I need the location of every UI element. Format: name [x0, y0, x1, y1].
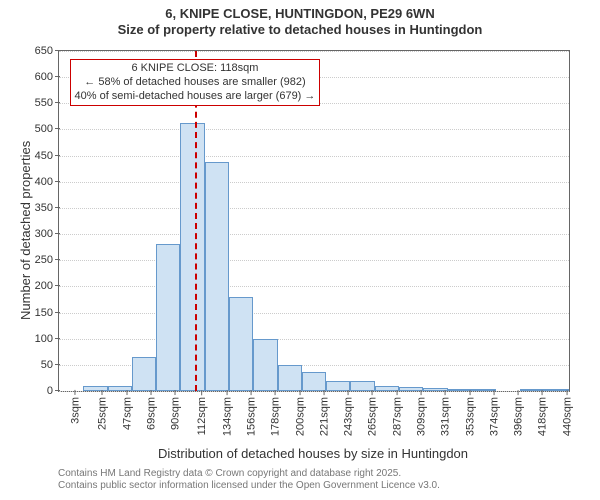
y-tick-label: 650	[35, 45, 59, 57]
y-tick-label: 300	[35, 228, 59, 240]
gridline	[59, 286, 569, 287]
x-tick-label: 309sqm	[416, 391, 428, 436]
gridline	[59, 182, 569, 183]
chart-title: 6, KNIPE CLOSE, HUNTINGDON, PE29 6WN Siz…	[0, 0, 600, 39]
x-tick-label: 3sqm	[69, 391, 81, 424]
x-tick-label: 156sqm	[246, 391, 258, 436]
x-tick-label: 200sqm	[294, 391, 306, 436]
x-tick-label: 440sqm	[561, 391, 573, 436]
annotation-box: 6 KNIPE CLOSE: 118sqm← 58% of detached h…	[70, 59, 321, 106]
y-tick-label: 0	[47, 385, 59, 397]
gridline	[59, 339, 569, 340]
annotation-line1: 6 KNIPE CLOSE: 118sqm	[75, 62, 316, 76]
x-tick-label: 134sqm	[221, 391, 233, 436]
histogram-bar	[205, 162, 229, 391]
x-tick-label: 47sqm	[121, 391, 133, 430]
y-tick-label: 350	[35, 202, 59, 214]
y-tick-label: 50	[41, 359, 59, 371]
x-tick-label: 287sqm	[391, 391, 403, 436]
x-tick-label: 331sqm	[440, 391, 452, 436]
title-line2: Size of property relative to detached ho…	[0, 22, 600, 38]
footnote-line1: Contains HM Land Registry data © Crown c…	[58, 468, 440, 480]
y-tick-label: 250	[35, 254, 59, 266]
y-tick-label: 500	[35, 123, 59, 135]
x-tick-label: 243sqm	[343, 391, 355, 436]
gridline	[59, 234, 569, 235]
x-tick-label: 112sqm	[197, 391, 209, 435]
gridline	[59, 156, 569, 157]
x-tick-label: 69sqm	[145, 391, 157, 430]
x-tick-label: 25sqm	[97, 391, 109, 430]
gridline	[59, 129, 569, 130]
x-tick-label: 374sqm	[488, 391, 500, 436]
histogram-bar	[229, 297, 253, 391]
x-tick-label: 178sqm	[270, 391, 282, 436]
gridline	[59, 313, 569, 314]
y-tick-label: 200	[35, 280, 59, 292]
x-tick-label: 353sqm	[464, 391, 476, 436]
y-axis-label: Number of detached properties	[18, 141, 33, 320]
y-tick-label: 150	[35, 307, 59, 319]
x-axis-label: Distribution of detached houses by size …	[58, 446, 568, 461]
y-tick-label: 600	[35, 71, 59, 83]
histogram-bar	[180, 123, 204, 391]
plot-area: 0501001502002503003504004505005506006503…	[58, 50, 570, 392]
gridline	[59, 208, 569, 209]
gridline	[59, 260, 569, 261]
annotation-line3: 40% of semi-detached houses are larger (…	[75, 90, 316, 104]
footnote-line2: Contains public sector information licen…	[58, 480, 440, 492]
histogram-bar	[302, 372, 326, 391]
footnote: Contains HM Land Registry data © Crown c…	[58, 468, 440, 492]
histogram-bar	[253, 339, 277, 391]
annotation-line2: ← 58% of detached houses are smaller (98…	[75, 76, 316, 90]
y-tick-label: 400	[35, 176, 59, 188]
x-tick-label: 396sqm	[513, 391, 525, 436]
y-tick-label: 100	[35, 333, 59, 345]
histogram-bar	[132, 357, 156, 391]
y-tick-label: 550	[35, 97, 59, 109]
x-tick-label: 265sqm	[367, 391, 379, 436]
gridline	[59, 51, 569, 52]
x-tick-label: 90sqm	[170, 391, 182, 430]
x-tick-label: 221sqm	[318, 391, 330, 436]
y-tick-label: 450	[35, 150, 59, 162]
histogram-bar	[278, 365, 302, 391]
x-tick-label: 418sqm	[537, 391, 549, 436]
title-line1: 6, KNIPE CLOSE, HUNTINGDON, PE29 6WN	[0, 6, 600, 22]
histogram-bar	[156, 244, 180, 392]
